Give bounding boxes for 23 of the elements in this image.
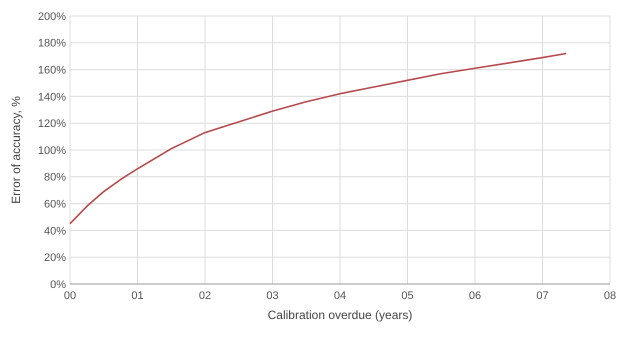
- y-tick-label: 0%: [50, 278, 66, 291]
- y-tick-label: 40%: [44, 225, 66, 238]
- y-tick-label: 180%: [38, 38, 66, 50]
- x-tick-label: 07: [536, 290, 549, 302]
- y-tick-label: 120%: [38, 118, 66, 130]
- x-tick-label: 06: [468, 290, 482, 302]
- y-tick-label: 20%: [44, 252, 66, 264]
- x-tick-label: 03: [266, 290, 279, 302]
- x-tick-label: 05: [401, 290, 414, 302]
- x-tick-label: 04: [334, 290, 346, 302]
- line-series: [69, 52, 567, 224]
- y-tick-label: 160%: [38, 64, 66, 76]
- y-tick-label: 60%: [44, 198, 66, 210]
- y-tick-label: 140%: [38, 91, 66, 104]
- y-tick-label: 200%: [38, 10, 66, 23]
- x-tick-label: 01: [131, 290, 144, 302]
- y-tick-label: 100%: [38, 144, 66, 157]
- y-axis-title: Error of accuracy, %: [9, 96, 23, 204]
- y-tick-label: 80%: [44, 172, 66, 184]
- x-tick-label: 00: [64, 290, 76, 302]
- x-tick-label: 02: [198, 290, 212, 302]
- x-tick-label: 08: [604, 290, 616, 302]
- x-axis-title: Calibration overdue (years): [268, 308, 412, 322]
